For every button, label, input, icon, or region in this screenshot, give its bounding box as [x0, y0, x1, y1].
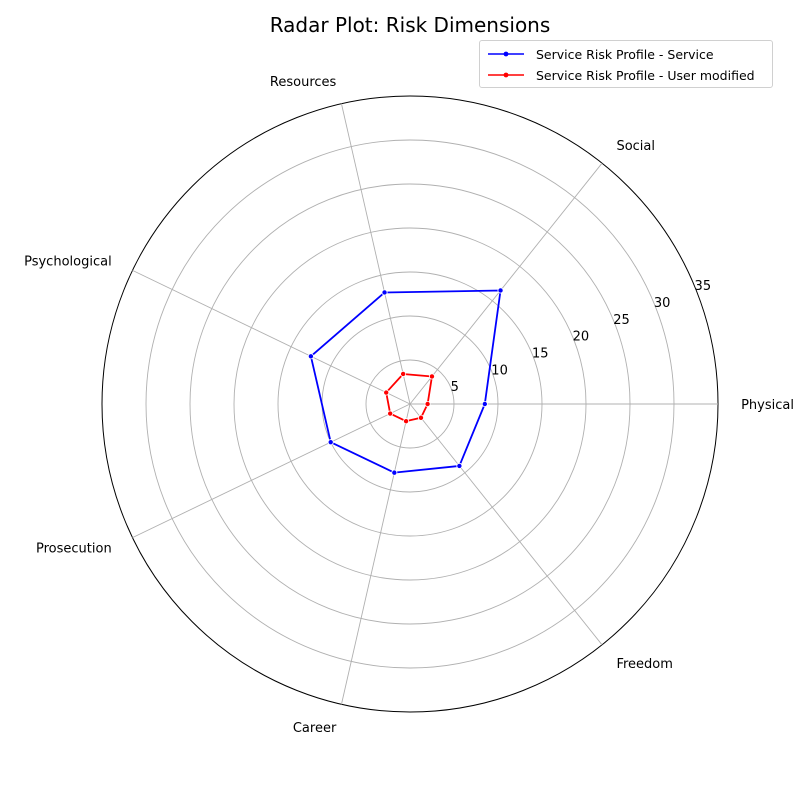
legend: Service Risk Profile - Service Service R…: [479, 40, 773, 88]
series-layer: [307, 287, 504, 476]
radial-tick-label: 15: [532, 346, 549, 361]
category-label-freedom: Freedom: [616, 657, 672, 672]
legend-swatch-service: [488, 51, 524, 57]
data-point-1-physical: [424, 400, 431, 407]
radial-tick-label: 35: [695, 279, 712, 294]
radial-tick-label: 30: [654, 296, 671, 311]
series-line-0: [309, 289, 502, 474]
data-point-1-resources: [400, 370, 407, 377]
data-point-0-physical: [481, 400, 488, 407]
data-point-1-prosecution: [387, 410, 394, 417]
spoke-career: [341, 403, 411, 705]
legend-item-service: Service Risk Profile - Service: [486, 44, 714, 64]
legend-item-user-modified: Service Risk Profile - User modified: [486, 65, 755, 85]
chart-title: Radar Plot: Risk Dimensions: [270, 13, 551, 37]
category-label-social: Social: [616, 139, 655, 154]
legend-label-user-modified: Service Risk Profile - User modified: [536, 67, 755, 83]
category-axes: [132, 103, 718, 705]
data-point-0-career: [391, 469, 398, 476]
radial-tick-label: 5: [451, 380, 459, 395]
data-point-1-career: [403, 418, 410, 425]
radial-tick-label: 20: [573, 330, 590, 345]
spoke-prosecution: [132, 403, 411, 539]
radial-tick-label: 25: [613, 313, 630, 328]
data-point-0-freedom: [456, 462, 463, 469]
radial-tick-label: 10: [491, 363, 508, 378]
category-label-prosecution: Prosecution: [36, 542, 112, 557]
category-label-psychological: Psychological: [24, 254, 112, 269]
spoke-social: [409, 162, 603, 405]
data-point-0-resources: [381, 289, 388, 296]
data-point-0-prosecution: [327, 439, 334, 446]
spoke-psychological: [132, 269, 411, 405]
spoke-freedom: [409, 403, 603, 646]
data-point-0-psychological: [307, 353, 314, 360]
data-point-1-psychological: [383, 389, 390, 396]
data-point-1-freedom: [417, 414, 424, 421]
data-point-0-social: [497, 287, 504, 294]
category-label-physical: Physical: [741, 398, 794, 413]
category-label-career: Career: [293, 721, 337, 736]
legend-swatch-user-modified: [488, 72, 524, 78]
data-point-1-social: [428, 373, 435, 380]
legend-label-service: Service Risk Profile - Service: [536, 46, 714, 62]
spoke-resources: [341, 103, 411, 405]
axis-labels: 5 10 15 20 25 30 35 Physical Social Resources Psyc…: [24, 75, 794, 736]
category-label-resources: Resources: [270, 75, 337, 90]
